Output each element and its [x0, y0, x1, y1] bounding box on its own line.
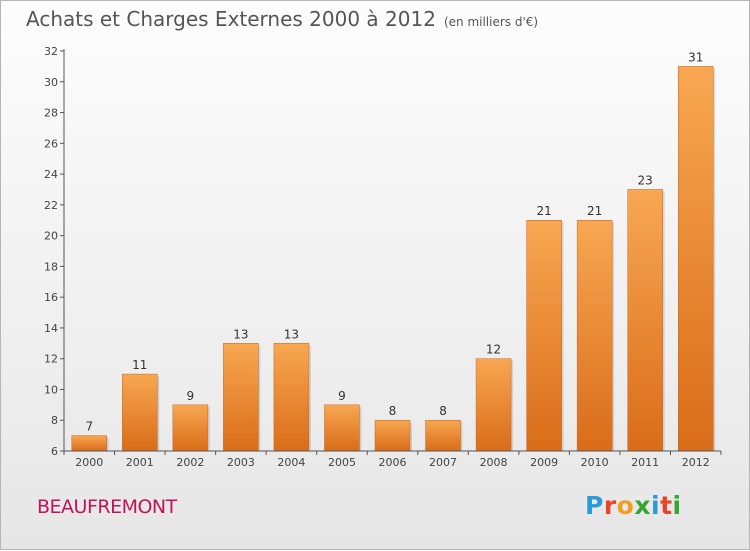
bar-value-label: 31 — [688, 50, 703, 64]
y-tick-label: 18 — [44, 260, 58, 273]
x-tick-label: 2008 — [480, 456, 508, 469]
bar — [324, 404, 360, 452]
bar — [223, 343, 259, 452]
logo-letter: i — [672, 491, 682, 520]
bar-value-label: 23 — [638, 173, 653, 187]
bar — [526, 219, 562, 452]
bar — [627, 189, 663, 452]
x-tick-label: 2005 — [328, 456, 356, 469]
y-tick-label: 10 — [44, 383, 58, 396]
bar-value-label: 12 — [486, 343, 501, 357]
chart-title: Achats et Charges Externes 2000 à 2012 (e… — [26, 7, 538, 31]
bar — [374, 419, 411, 452]
bar-value-label: 8 — [439, 404, 447, 418]
logo-letter: t — [660, 491, 673, 520]
bar-value-label: 21 — [587, 204, 602, 218]
bar-value-label: 7 — [85, 420, 93, 434]
x-tick-label: 2002 — [176, 456, 204, 469]
x-tick-label: 2003 — [227, 456, 255, 469]
y-tick-label: 32 — [44, 45, 58, 58]
bar — [273, 343, 310, 452]
bar — [172, 404, 209, 452]
y-tick-label: 8 — [51, 414, 58, 427]
bar-value-label: 9 — [338, 389, 346, 403]
chart-subtitle: (en milliers d'€) — [443, 15, 539, 29]
x-tick-label: 2006 — [379, 456, 407, 469]
x-tick-label: 2007 — [429, 456, 457, 469]
y-tick-label: 30 — [44, 76, 58, 89]
x-tick-label: 2004 — [277, 456, 305, 469]
logo-letter: i — [651, 491, 661, 520]
bar-value-label: 13 — [233, 327, 248, 341]
bar-value-label: 21 — [536, 204, 551, 218]
bar-value-label: 9 — [187, 389, 195, 403]
logo-letter: x — [634, 491, 651, 520]
bar — [425, 419, 461, 452]
y-tick-label: 26 — [44, 137, 58, 150]
x-tick-label: 2009 — [530, 456, 558, 469]
bar-value-label: 8 — [389, 404, 397, 418]
y-tick-label: 14 — [44, 322, 58, 335]
y-tick-label: 28 — [44, 107, 58, 120]
y-tick-label: 24 — [44, 168, 58, 181]
x-tick-label: 2012 — [682, 456, 710, 469]
bar — [677, 66, 714, 452]
logo-letter: P — [585, 491, 604, 520]
commune-name: BEAUFREMONT — [37, 496, 177, 518]
x-tick-label: 2011 — [631, 456, 659, 469]
bar-value-label: 13 — [284, 327, 299, 341]
logo-letter: o — [616, 491, 635, 520]
y-tick-label: 16 — [44, 291, 58, 304]
bar — [576, 219, 613, 452]
x-tick-label: 2010 — [581, 456, 609, 469]
x-tick-label: 2000 — [75, 456, 103, 469]
x-tick-label: 2001 — [126, 456, 154, 469]
bar-value-label: 11 — [132, 358, 147, 372]
y-tick-label: 6 — [51, 445, 58, 458]
logo-letter: r — [603, 491, 617, 520]
chart-title-text: Achats et Charges Externes 2000 à 2012 — [26, 7, 436, 31]
bar — [122, 373, 158, 452]
y-tick-label: 22 — [44, 199, 58, 212]
y-tick-label: 20 — [44, 230, 58, 243]
bar — [71, 435, 108, 452]
proxiti-logo: Proxiti — [585, 491, 682, 520]
bar — [475, 358, 512, 452]
y-tick-label: 12 — [44, 353, 58, 366]
